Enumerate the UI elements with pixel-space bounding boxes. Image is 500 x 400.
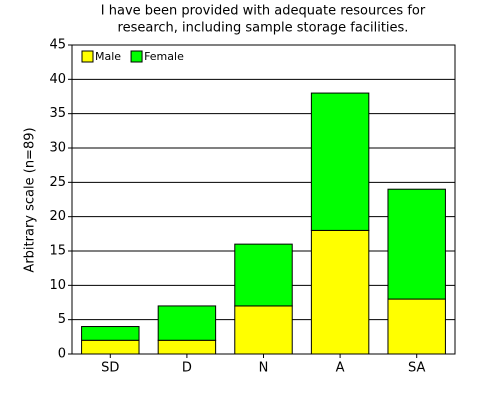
- x-tick-label: D: [182, 361, 192, 376]
- y-axis-label: Arbitrary scale (n=89): [23, 127, 38, 272]
- y-tick-label: 10: [49, 278, 66, 293]
- bar-segment: [81, 326, 140, 341]
- bar-segment: [234, 243, 293, 307]
- y-tick-label: 25: [49, 175, 66, 190]
- chart-title: I have been provided with adequate resou…: [101, 4, 426, 19]
- x-tick-label: SD: [101, 361, 119, 376]
- bar-segment: [310, 229, 370, 355]
- chart-title: research, including sample storage facil…: [118, 21, 409, 36]
- bar-segment: [157, 339, 217, 355]
- plot-frame: [71, 44, 456, 355]
- y-tick-label: 35: [49, 106, 66, 121]
- y-tick-label: 15: [49, 244, 66, 259]
- bar-segment: [387, 298, 446, 355]
- x-tick-label: SA: [408, 361, 425, 376]
- x-tick-label: N: [259, 361, 269, 376]
- bar-segment: [234, 305, 293, 355]
- y-tick-label: 0: [58, 347, 66, 362]
- legend-label: Female: [144, 50, 184, 63]
- y-tick-label: 40: [49, 72, 66, 87]
- x-tick-label: A: [336, 361, 345, 376]
- bar-segment: [81, 339, 140, 355]
- legend-swatch: [81, 50, 94, 63]
- legend-label: Male: [95, 50, 121, 63]
- y-tick-label: 45: [49, 38, 66, 53]
- y-tick-label: 5: [58, 312, 66, 327]
- y-tick-label: 20: [49, 209, 66, 224]
- bar-segment: [157, 305, 217, 341]
- y-tick-label: 30: [49, 141, 66, 156]
- legend-swatch: [130, 50, 143, 63]
- bar-segment: [310, 92, 370, 231]
- bar-segment: [387, 188, 446, 300]
